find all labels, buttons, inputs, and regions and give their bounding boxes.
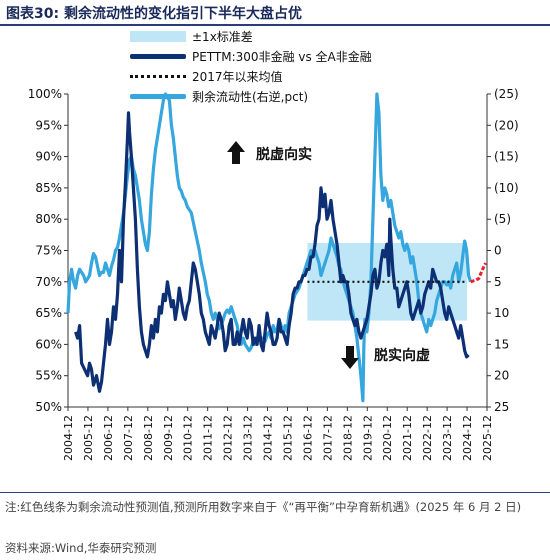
x-tick-label: 2017-12 xyxy=(321,415,334,461)
y-left-tick-label: 50% xyxy=(35,400,62,414)
figure-title: 图表30: 剩余流动性的变化指引下半年大盘占优 xyxy=(6,6,302,22)
y-right-tick-label: 15 xyxy=(494,337,509,351)
y-right-tick-label: 25 xyxy=(494,400,509,414)
y-right-tick-label: 10 xyxy=(494,306,509,320)
y-left-tick-label: 70% xyxy=(35,275,62,289)
legend-item-pe: PETTM:300非金融 vs 全A非金融 xyxy=(130,48,372,64)
chart-canvas: 50%55%60%65%70%75%80%85%90%95%100%252015… xyxy=(28,87,519,461)
x-tick-label: 2007-12 xyxy=(122,415,135,461)
legend-item-band: ±1x标准差 xyxy=(130,28,253,44)
legend-item-mean: 2017年以来均值 xyxy=(130,68,283,84)
legend-swatch-liquidity xyxy=(130,93,186,99)
x-tick-label: 2019-12 xyxy=(361,415,374,461)
y-right-tick-label: (5) xyxy=(494,212,511,226)
y-left-tick-label: 60% xyxy=(35,337,62,351)
x-tick-label: 2022-12 xyxy=(421,415,434,461)
legend-item-liquidity: 剩余流动性(右逆,pct) xyxy=(130,88,308,104)
x-tick-label: 2014-12 xyxy=(262,415,275,461)
annotation-up-label: 脱虚向实 xyxy=(256,146,312,163)
title-rule xyxy=(0,24,550,26)
up-arrow-icon xyxy=(227,141,245,164)
y-left-tick-label: 75% xyxy=(35,244,62,258)
x-tick-label: 2008-12 xyxy=(142,415,155,461)
series-pe-line xyxy=(74,111,470,393)
y-left-tick-label: 55% xyxy=(35,369,62,383)
y-right-tick-label: (20) xyxy=(494,118,519,132)
legend-swatch-mean xyxy=(130,74,186,78)
x-tick-label: 2010-12 xyxy=(182,415,195,461)
legend-swatch-band xyxy=(130,30,186,42)
legend-swatch-pe xyxy=(130,53,186,59)
axis-layer: 50%55%60%65%70%75%80%85%90%95%100%252015… xyxy=(28,87,519,461)
y-right-tick-label: 20 xyxy=(494,369,509,383)
down-arrow-icon xyxy=(341,346,359,369)
x-tick-label: 2015-12 xyxy=(281,415,294,461)
x-tick-label: 2016-12 xyxy=(301,415,314,461)
y-right-tick-label: 0 xyxy=(494,244,502,258)
x-tick-label: 2024-12 xyxy=(461,415,474,461)
y-right-tick-label: (25) xyxy=(494,87,519,101)
figure-note: 注:红色线条为剩余流动性预测值,预测所用数字来自于《“再平衡”中孕育新机遇》(2… xyxy=(5,500,522,514)
figure-source: 资料来源:Wind,华泰研究预测 xyxy=(5,541,157,555)
y-right-tick-label: 5 xyxy=(494,275,502,289)
x-tick-label: 2018-12 xyxy=(341,415,354,461)
y-right-tick-label: (15) xyxy=(494,150,519,164)
x-tick-label: 2013-12 xyxy=(242,415,255,461)
legend-label-liquidity: 剩余流动性(右逆,pct) xyxy=(192,89,309,104)
x-tick-label: 2012-12 xyxy=(222,415,235,461)
legend-label-mean: 2017年以来均值 xyxy=(192,69,283,84)
series-layer xyxy=(66,92,487,403)
bottom-rule xyxy=(0,492,550,493)
y-left-tick-label: 85% xyxy=(35,181,62,195)
annotation-down-label: 脱实向虚 xyxy=(374,347,430,364)
legend-label-band: ±1x标准差 xyxy=(192,29,253,44)
y-right-tick-label: (10) xyxy=(494,181,519,195)
x-tick-label: 2004-12 xyxy=(62,415,75,461)
x-tick-label: 2006-12 xyxy=(102,415,115,461)
x-tick-label: 2023-12 xyxy=(441,415,454,461)
x-tick-label: 2009-12 xyxy=(162,415,175,461)
series-forecast-line xyxy=(470,262,487,284)
x-tick-label: 2021-12 xyxy=(401,415,414,461)
y-left-tick-label: 80% xyxy=(35,212,62,226)
x-tick-label: 2025-12 xyxy=(481,415,494,461)
legend-label-pe: PETTM:300非金融 vs 全A非金融 xyxy=(192,49,372,64)
y-left-tick-label: 100% xyxy=(28,87,62,101)
x-tick-label: 2011-12 xyxy=(202,415,215,461)
y-left-tick-label: 95% xyxy=(35,118,62,132)
y-left-tick-label: 90% xyxy=(35,150,62,164)
x-tick-label: 2005-12 xyxy=(82,415,95,461)
x-tick-label: 2020-12 xyxy=(381,415,394,461)
y-left-tick-label: 65% xyxy=(35,306,62,320)
